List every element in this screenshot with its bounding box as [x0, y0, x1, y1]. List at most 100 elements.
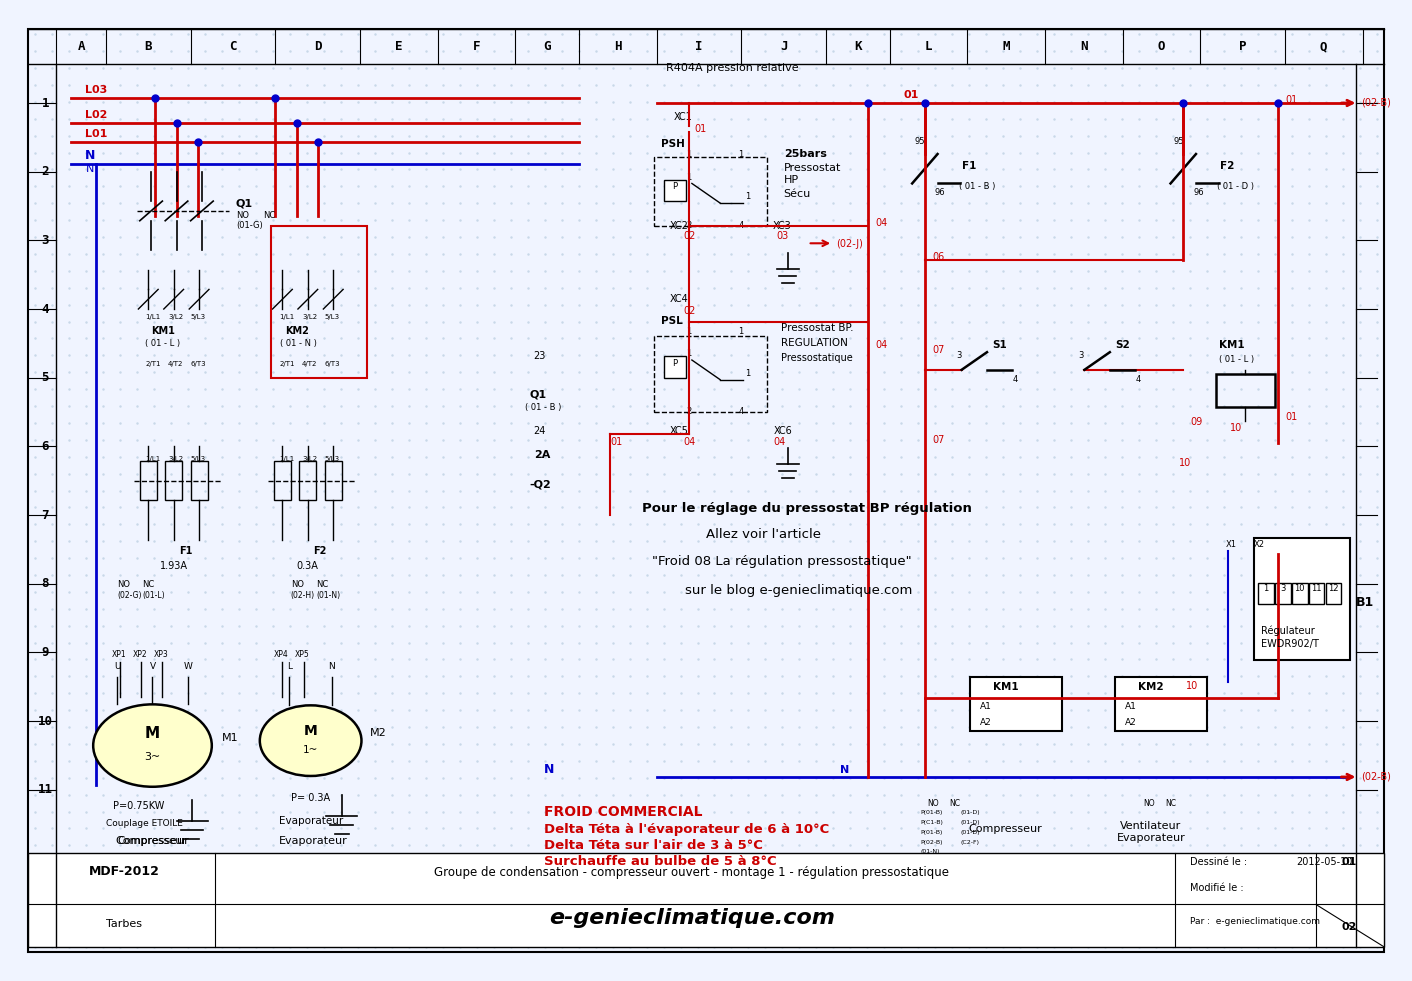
- Bar: [1254, 538, 1350, 660]
- Text: M2: M2: [370, 728, 387, 738]
- Text: N: N: [85, 149, 95, 162]
- Text: (C2-F): (C2-F): [960, 840, 979, 845]
- Text: (01-D): (01-D): [960, 810, 980, 815]
- Text: G: G: [544, 40, 551, 53]
- Text: e-genieclimatique.com: e-genieclimatique.com: [549, 908, 834, 928]
- Text: 6/T3: 6/T3: [191, 361, 206, 367]
- Text: 1~: 1~: [304, 746, 318, 755]
- Circle shape: [260, 705, 361, 776]
- Text: (01-G): (01-G): [236, 221, 263, 230]
- Text: FROID COMMERCIAL: FROID COMMERCIAL: [544, 805, 702, 819]
- Bar: [1115, 677, 1207, 731]
- Text: 1: 1: [746, 192, 751, 201]
- Text: sur le blog e-genieclimatique.com: sur le blog e-genieclimatique.com: [685, 584, 912, 596]
- Text: XP1: XP1: [112, 650, 126, 659]
- Text: 2/T1: 2/T1: [280, 361, 295, 367]
- Text: P(01-B): P(01-B): [921, 810, 943, 815]
- Text: Ventilateur: Ventilateur: [1120, 821, 1182, 831]
- Text: P(02-B): P(02-B): [921, 840, 943, 845]
- Bar: [1216, 374, 1275, 407]
- Text: Compresseur: Compresseur: [969, 824, 1042, 834]
- Bar: [664, 356, 686, 378]
- Text: KM2: KM2: [285, 326, 309, 336]
- Text: 10: 10: [1295, 584, 1305, 593]
- Bar: [1275, 583, 1291, 604]
- Text: 04: 04: [683, 438, 696, 447]
- Text: Delta Téta à l'évaporateur de 6 à 10°C: Delta Téta à l'évaporateur de 6 à 10°C: [544, 823, 829, 836]
- Text: Surchauffe au bulbe de 5 à 8°C: Surchauffe au bulbe de 5 à 8°C: [544, 855, 777, 868]
- Text: 6/T3: 6/T3: [325, 361, 340, 367]
- Text: 5/L3: 5/L3: [191, 314, 206, 320]
- Text: 2: 2: [686, 407, 692, 416]
- Text: A2: A2: [980, 718, 991, 727]
- Text: K: K: [854, 40, 861, 53]
- Text: (01-D): (01-D): [960, 820, 980, 825]
- Text: Sécu: Sécu: [784, 189, 810, 199]
- Text: XP5: XP5: [295, 650, 309, 659]
- Text: O: O: [1158, 40, 1165, 53]
- Text: W: W: [184, 662, 192, 671]
- Text: 04: 04: [875, 218, 888, 228]
- Text: 23: 23: [534, 351, 546, 361]
- Text: L03: L03: [85, 85, 107, 95]
- Text: MDF-2012: MDF-2012: [89, 865, 160, 878]
- Text: C: C: [229, 40, 237, 53]
- Text: N: N: [1080, 40, 1087, 53]
- Text: 5/L3: 5/L3: [191, 456, 206, 462]
- Text: 1/L1: 1/L1: [280, 456, 295, 462]
- Text: 1: 1: [686, 150, 692, 159]
- Text: XP3: XP3: [154, 650, 168, 659]
- Text: PSL: PSL: [661, 316, 682, 326]
- Text: NC: NC: [949, 800, 960, 808]
- Text: X2: X2: [1254, 541, 1265, 549]
- Text: 01: 01: [1285, 412, 1298, 422]
- Text: (02-B): (02-B): [1361, 772, 1391, 782]
- Text: Delta Téta sur l'air de 3 à 5°C: Delta Téta sur l'air de 3 à 5°C: [544, 839, 762, 852]
- Text: L02: L02: [85, 110, 107, 120]
- Text: XP4: XP4: [274, 650, 288, 659]
- Text: (02-B): (02-B): [1361, 98, 1391, 108]
- Text: (01-N): (01-N): [921, 850, 940, 854]
- Text: 03: 03: [777, 232, 789, 241]
- Text: N: N: [840, 765, 850, 775]
- Text: 2: 2: [686, 221, 692, 230]
- Text: L: L: [925, 40, 932, 53]
- Text: 1: 1: [686, 173, 692, 181]
- Text: ( 01 - L ): ( 01 - L ): [1219, 355, 1254, 364]
- Text: 2A: 2A: [534, 450, 551, 460]
- Text: M: M: [1003, 40, 1010, 53]
- Text: N: N: [86, 164, 95, 174]
- Text: 02: 02: [1341, 922, 1357, 932]
- Text: 01: 01: [904, 90, 919, 100]
- Text: 5/L3: 5/L3: [325, 456, 340, 462]
- Text: A: A: [78, 40, 85, 53]
- Text: 6: 6: [41, 439, 49, 453]
- Text: (01-N): (01-N): [316, 592, 340, 600]
- Text: Groupe de condensation - compresseur ouvert - montage 1 - régulation pressostati: Groupe de condensation - compresseur ouv…: [435, 866, 949, 879]
- Text: NO: NO: [1144, 800, 1155, 808]
- Text: NC: NC: [143, 580, 155, 589]
- Text: M: M: [145, 726, 160, 742]
- Bar: [165, 461, 182, 500]
- Bar: [1292, 583, 1308, 604]
- Text: 06: 06: [932, 252, 945, 262]
- Text: 1: 1: [738, 150, 744, 159]
- Text: P(01-B): P(01-B): [921, 830, 943, 835]
- Bar: [271, 226, 367, 378]
- Text: 96: 96: [1193, 188, 1204, 197]
- Text: 7: 7: [41, 508, 49, 522]
- Text: 3: 3: [1281, 584, 1285, 593]
- Text: ( 01 - D ): ( 01 - D ): [1217, 182, 1254, 191]
- Text: Allez voir l'article: Allez voir l'article: [706, 528, 820, 541]
- Text: NO: NO: [117, 580, 130, 589]
- Text: HP: HP: [784, 176, 799, 185]
- Text: M: M: [304, 724, 318, 738]
- Text: Compresseur: Compresseur: [116, 836, 189, 846]
- Bar: [1258, 583, 1274, 604]
- Text: S1: S1: [993, 340, 1007, 350]
- Bar: [654, 157, 767, 226]
- Text: NC: NC: [1165, 800, 1176, 808]
- Text: 2/T1: 2/T1: [145, 361, 161, 367]
- Text: Q1: Q1: [530, 389, 546, 399]
- Text: 02: 02: [683, 306, 696, 316]
